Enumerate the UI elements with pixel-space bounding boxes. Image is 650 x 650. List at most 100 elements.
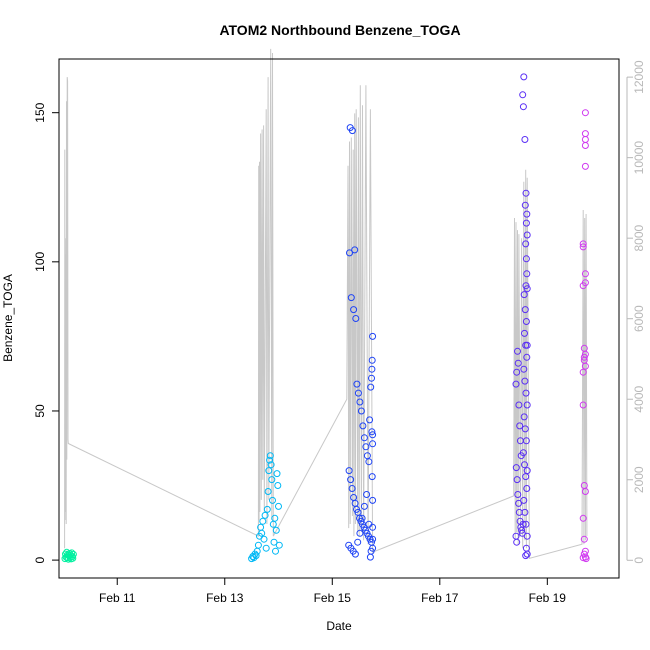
- y-axis: 0 50 100 150: [33, 102, 60, 563]
- data-point-series-3: [354, 538, 362, 546]
- y-tick-label: 0: [33, 556, 47, 563]
- data-point-series-4: [523, 210, 531, 218]
- data-point-series-3: [369, 535, 377, 543]
- data-point-series-2: [274, 482, 282, 489]
- data-point-series-4: [519, 520, 527, 528]
- data-point-series-3: [356, 529, 364, 537]
- y2-tick-label: 12000: [632, 60, 646, 94]
- data-point-series-5: [582, 555, 590, 563]
- data-point-series-4: [522, 552, 530, 560]
- data-point-series-3: [357, 407, 365, 415]
- data-point-series-4: [521, 329, 528, 337]
- points-layer: [61, 73, 590, 563]
- data-point-series-3: [369, 544, 377, 552]
- data-point-series-3: [348, 485, 356, 492]
- data-point-series-4: [520, 73, 528, 81]
- data-point-series-3: [351, 550, 359, 558]
- data-point-series-2: [259, 517, 267, 525]
- data-point-series-2: [266, 452, 274, 460]
- data-point-series-4: [514, 359, 522, 367]
- data-point-series-3: [369, 431, 377, 439]
- data-point-series-4: [522, 240, 530, 248]
- x-tick-label: Feb 19: [529, 591, 567, 605]
- plot-area-frame: [58, 58, 620, 579]
- data-point-series-5: [580, 353, 588, 361]
- data-point-series-4: [513, 368, 521, 376]
- data-point-series-3: [368, 356, 376, 364]
- data-point-series-4: [523, 285, 531, 293]
- data-point-series-3: [348, 127, 356, 135]
- data-point-series-3: [363, 491, 371, 498]
- data-point-series-4: [523, 401, 531, 409]
- data-point-series-3: [358, 514, 366, 522]
- data-point-series-3: [369, 332, 377, 340]
- x-tick-label: Feb 11: [99, 591, 136, 605]
- data-point-series-4: [515, 401, 523, 409]
- x-axis: Feb 11 Feb 13 Feb 15 Feb 17 Feb 19: [99, 578, 566, 605]
- data-point-series-2: [261, 511, 269, 519]
- data-point-series-5: [581, 488, 589, 495]
- data-point-series-3: [366, 416, 374, 424]
- data-point-series-2: [271, 514, 279, 522]
- data-point-series-5: [581, 162, 589, 170]
- data-point-series-2: [273, 470, 281, 478]
- data-point-series-5: [579, 401, 587, 409]
- data-point-series-2: [268, 476, 276, 484]
- data-point-series-3: [360, 434, 368, 442]
- y-tick-label: 150: [33, 102, 47, 122]
- data-point-series-3: [367, 383, 375, 391]
- data-point-series-2: [254, 541, 262, 549]
- y2-tick-label: 4000: [632, 386, 646, 413]
- data-point-series-3: [360, 502, 368, 510]
- data-point-series-4: [520, 291, 528, 299]
- data-point-series-2: [272, 526, 280, 534]
- data-point-series-4: [523, 341, 531, 349]
- data-point-series-3: [345, 467, 353, 475]
- y2-axis: 0 2000 4000 6000 8000 10000 12000: [626, 60, 646, 564]
- data-point-series-4: [521, 136, 529, 143]
- data-point-series-3: [353, 380, 361, 388]
- data-point-series-3: [368, 365, 376, 373]
- data-point-series-2: [260, 535, 268, 543]
- data-point-series-4: [522, 255, 530, 263]
- data-point-series-3: [359, 422, 367, 430]
- data-point-series-2: [275, 541, 283, 549]
- data-point-series-2: [275, 502, 282, 510]
- data-point-series-4: [519, 449, 527, 457]
- x-tick-label: Feb 17: [421, 591, 459, 605]
- data-point-series-3: [369, 496, 377, 504]
- data-point-series-2: [252, 552, 260, 560]
- data-point-series-4: [523, 532, 531, 540]
- data-point-series-5: [581, 270, 589, 278]
- data-point-series-5: [579, 240, 587, 248]
- data-point-series-4: [516, 422, 524, 430]
- data-point-series-4: [522, 219, 530, 227]
- data-point-series-2: [263, 505, 271, 513]
- data-point-series-2: [270, 538, 278, 546]
- data-point-series-4: [515, 499, 523, 507]
- data-point-series-5: [579, 368, 587, 376]
- data-point-series-2: [264, 488, 272, 495]
- data-point-series-4: [521, 201, 529, 209]
- data-point-series-4: [523, 485, 531, 492]
- data-point-series-2: [266, 456, 274, 464]
- data-point-series-4: [523, 467, 531, 475]
- data-point-series-4: [512, 464, 520, 472]
- data-point-series-3: [369, 440, 377, 448]
- data-point-series-5: [581, 109, 589, 117]
- data-point-series-5: [581, 142, 589, 149]
- data-point-series-4: [521, 306, 529, 314]
- data-point-series-4: [520, 496, 528, 504]
- data-point-series-2: [258, 529, 266, 537]
- data-point-series-5: [581, 136, 589, 143]
- data-point-series-4: [521, 377, 529, 385]
- data-point-series-4: [520, 365, 528, 373]
- data-point-series-3: [350, 306, 358, 314]
- data-point-series-5: [581, 130, 589, 138]
- data-point-series-4: [522, 318, 530, 325]
- altitude-trace-line: [64, 48, 588, 559]
- data-point-series-4: [522, 437, 530, 445]
- data-point-series-4: [521, 508, 529, 516]
- data-point-series-3: [354, 389, 362, 397]
